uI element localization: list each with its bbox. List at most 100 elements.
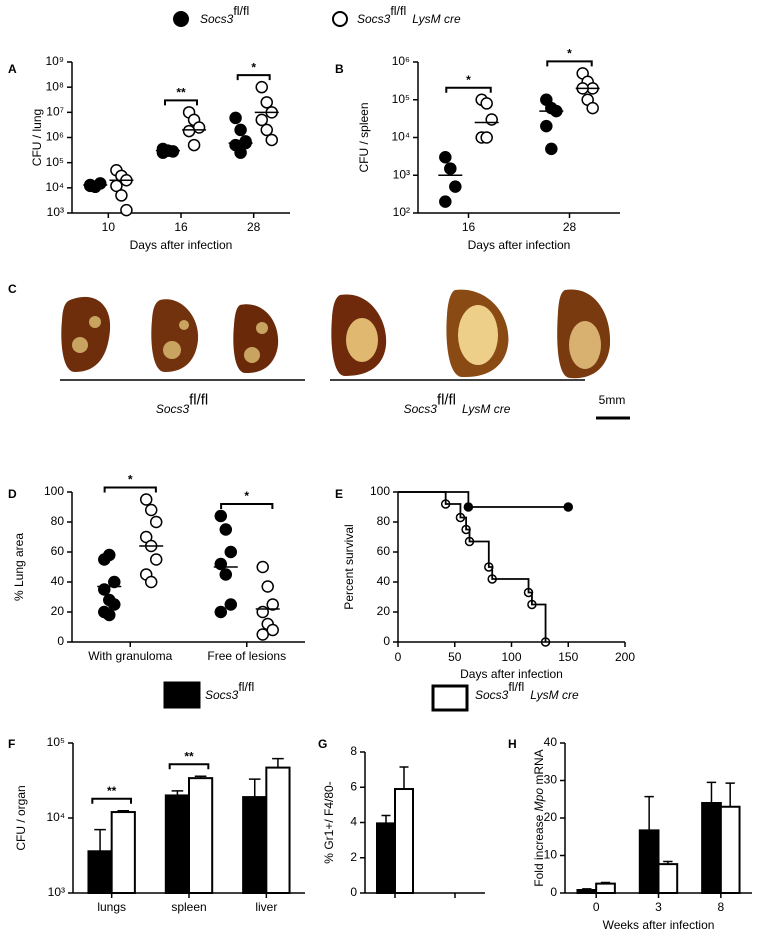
data-point <box>166 145 180 158</box>
y-tick-label: 10⁸ <box>46 79 64 93</box>
data-point <box>144 575 158 589</box>
bar <box>188 777 214 895</box>
error-bar <box>725 782 735 807</box>
x-tick-label: 16 <box>174 220 188 234</box>
x-axis-label: Days after infection <box>460 667 563 681</box>
data-point <box>545 142 558 156</box>
error-bar <box>248 778 261 798</box>
bar <box>657 863 679 894</box>
panel-letter: E <box>335 487 343 501</box>
lesion <box>569 321 601 369</box>
y-tick-label: 40 <box>51 574 65 588</box>
x-tick-label: With granuloma <box>88 649 172 663</box>
x-tick-label: 3 <box>655 900 662 914</box>
data-point <box>84 179 97 193</box>
significance-bracket <box>220 503 274 509</box>
panel-letter: D <box>8 487 17 501</box>
significance-label: * <box>251 60 256 74</box>
legend-marker <box>163 681 201 709</box>
y-axis-label: % Lung area <box>12 533 26 601</box>
x-tick-label: 8 <box>717 900 724 914</box>
significance-bracket <box>164 99 198 106</box>
error-bar <box>399 766 409 790</box>
data-point <box>214 509 228 523</box>
genotype-name: Socs3 <box>475 688 509 702</box>
y-tick-label: 60 <box>51 544 65 558</box>
error-bar <box>171 790 184 796</box>
data-point <box>229 111 242 125</box>
genotype-name: Socs3 <box>200 12 234 26</box>
y-tick-label: 10³ <box>47 205 64 219</box>
error-bar <box>663 860 673 865</box>
lung <box>61 296 111 372</box>
genotype-label: Socs3fl/fl <box>156 392 208 416</box>
significance-bracket <box>103 486 157 493</box>
x-axis-label: Weeks after infection <box>603 918 715 932</box>
data-point <box>480 131 493 144</box>
significance-label: ** <box>184 749 194 763</box>
x-tick-label: 100 <box>501 650 521 664</box>
y-tick-label: 30 <box>544 773 558 787</box>
survival-curve <box>398 491 547 642</box>
bar <box>719 805 741 894</box>
bar <box>376 822 396 894</box>
scale-label: 5mm <box>599 393 626 407</box>
data-point <box>234 123 247 137</box>
genotype-name: Socs3 <box>205 688 239 702</box>
y-axis-label-part: mRNA <box>532 749 546 788</box>
bar <box>87 850 113 894</box>
survival-marker <box>440 499 451 509</box>
survival-marker <box>464 536 475 547</box>
data-point <box>224 545 238 559</box>
y-tick-label: 20 <box>377 604 391 618</box>
y-tick-label: 10⁴ <box>45 180 64 194</box>
y-tick-label: 8 <box>350 744 357 758</box>
data-point <box>94 177 107 190</box>
data-point <box>586 101 599 115</box>
significance-label: * <box>567 47 572 61</box>
y-tick-label: 40 <box>377 574 391 588</box>
y-tick-label: 20 <box>544 810 558 824</box>
bar <box>701 802 722 894</box>
x-tick-label: 200 <box>615 650 635 664</box>
y-tick-label: 40 <box>544 735 558 749</box>
y-axis-label: CFU / lung <box>30 109 44 166</box>
significance-bracket <box>236 74 271 81</box>
y-axis-label: Percent survival <box>342 524 356 609</box>
data-point <box>103 548 116 562</box>
data-point <box>149 515 163 529</box>
survival-curve <box>398 491 569 508</box>
data-point <box>444 162 457 175</box>
panel-letter: H <box>508 737 517 751</box>
y-tick-label: 10² <box>393 205 410 219</box>
data-point <box>108 575 121 589</box>
data-point <box>187 138 201 152</box>
genotype-suffix: LysM cre <box>530 688 579 702</box>
lesion <box>89 316 101 328</box>
lung-photos: 5mm C <box>8 282 630 420</box>
legend-marker <box>332 11 348 27</box>
y-tick-label: 0 <box>383 634 390 648</box>
x-axis-label: Days after infection <box>130 238 233 252</box>
lesion <box>346 318 378 362</box>
error-bar <box>644 795 654 831</box>
error-bar <box>194 775 207 779</box>
genotype-superscript: fl/fl <box>390 4 406 18</box>
lesion <box>179 320 189 330</box>
data-point <box>256 605 269 619</box>
genotype-label: Socs3fl/fl LysM cre <box>357 4 461 26</box>
data-point <box>256 628 269 641</box>
y-tick-label: 100 <box>370 484 390 498</box>
genotype-suffix: LysM cre <box>412 12 461 26</box>
genotype-name: Socs3 <box>156 402 190 416</box>
bar <box>164 794 191 894</box>
data-point <box>214 605 228 619</box>
genotype-label: Socs3fl/fl LysM cre <box>475 680 579 702</box>
error-bar <box>582 888 592 890</box>
data-point <box>103 608 116 622</box>
bar <box>394 788 414 895</box>
genotype-superscript: fl/fl <box>508 680 524 694</box>
y-tick-label: 20 <box>51 604 65 618</box>
x-tick-label: 16 <box>462 220 476 234</box>
